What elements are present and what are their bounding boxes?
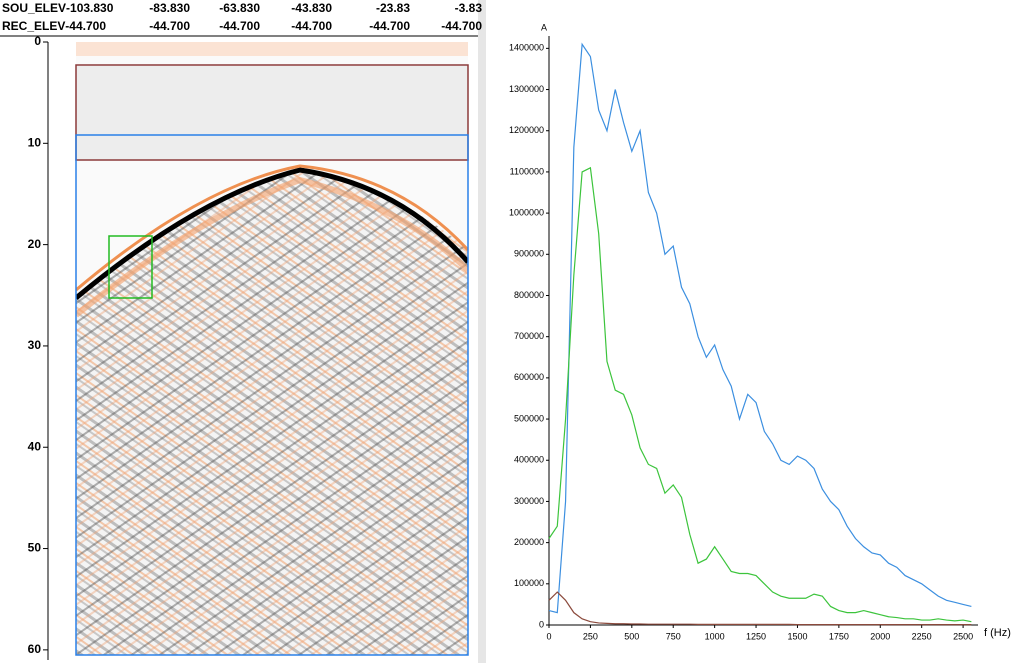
header-value: -44.700 <box>65 19 106 33</box>
header-value: -44.700 <box>291 19 332 33</box>
y-tick-label: 30 <box>28 338 42 352</box>
y-axis-label: A <box>541 22 547 32</box>
x-tick-label: 1000 <box>705 631 725 641</box>
x-tick-label: 1250 <box>746 631 766 641</box>
x-axis-label: f (Hz) <box>984 627 1011 639</box>
spectrum-line <box>548 591 972 626</box>
y-tick-label: 1000000 <box>509 207 544 217</box>
spectrum-line <box>548 166 972 623</box>
y-tick-label: 500000 <box>514 413 544 423</box>
header-value: -3.83 <box>455 1 483 15</box>
header-value: -44.700 <box>369 19 410 33</box>
header-value: -63.830 <box>219 1 260 15</box>
header-value: -44.700 <box>149 19 190 33</box>
x-tick-label: 2000 <box>870 631 890 641</box>
y-tick-label: 50 <box>28 541 42 555</box>
y-tick-label: 600000 <box>514 372 544 382</box>
x-tick-label: 2500 <box>953 631 973 641</box>
seismic-image <box>76 42 468 655</box>
window-green[interactable] <box>108 235 153 299</box>
y-tick-label: 900000 <box>514 249 544 259</box>
header-value: -83.830 <box>149 1 190 15</box>
y-tick-label: 0 <box>34 34 41 48</box>
y-tick-label: 1200000 <box>509 125 544 135</box>
header-value: -103.830 <box>66 1 114 15</box>
x-tick-label: 750 <box>666 631 681 641</box>
header-label: REC_ELEV <box>2 19 65 33</box>
y-tick-label: 1100000 <box>510 166 544 176</box>
x-tick-label: 1750 <box>829 631 849 641</box>
y-tick-label: 100000 <box>514 578 544 588</box>
window-blue[interactable] <box>75 134 469 656</box>
header-label: SOU_ELEV <box>2 1 66 15</box>
y-tick-label: 300000 <box>514 496 544 506</box>
y-tick-label: 400000 <box>514 455 544 465</box>
x-tick-label: 1500 <box>787 631 807 641</box>
x-tick-label: 250 <box>583 631 598 641</box>
spectrum-line <box>548 42 972 614</box>
y-tick-label: 0 <box>539 619 544 629</box>
header-value: -44.700 <box>441 19 482 33</box>
x-tick-label: 2250 <box>912 631 932 641</box>
x-tick-label: 0 <box>546 631 551 641</box>
y-tick-label: 10 <box>28 135 42 149</box>
window-brown[interactable] <box>75 64 469 161</box>
header-value: -23.83 <box>376 1 410 15</box>
y-tick-label: 40 <box>28 439 42 453</box>
y-tick-label: 1300000 <box>509 84 544 94</box>
y-tick-label: 800000 <box>514 290 544 300</box>
y-tick-label: 200000 <box>514 537 544 547</box>
y-tick-label: 700000 <box>514 331 544 341</box>
y-tick-label: 20 <box>28 237 42 251</box>
y-tick-label: 60 <box>28 642 42 656</box>
header-value: -44.700 <box>219 19 260 33</box>
splitter[interactable] <box>478 0 486 663</box>
y-tick-label: 1400000 <box>509 43 544 53</box>
x-tick-label: 500 <box>624 631 639 641</box>
header-value: -43.830 <box>291 1 332 15</box>
